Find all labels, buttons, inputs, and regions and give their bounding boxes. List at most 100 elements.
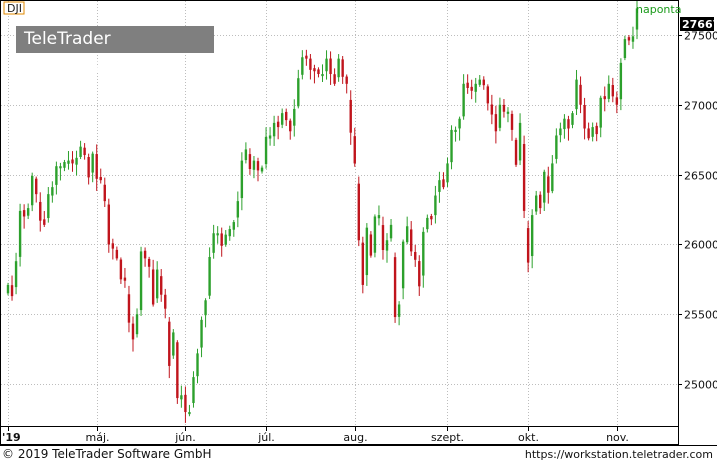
- candle-body: [95, 154, 98, 179]
- candle: [478, 75, 481, 87]
- candle-body: [547, 176, 550, 193]
- teletrader-watermark: TeleTrader WorkStation: [16, 26, 214, 76]
- candle: [99, 168, 102, 184]
- candle: [530, 209, 534, 269]
- candle-body: [381, 225, 385, 251]
- candle-body: [83, 147, 86, 156]
- last-price-label: 27667: [682, 18, 717, 31]
- candle-body: [103, 184, 106, 202]
- candle-body: [289, 120, 292, 132]
- candle: [264, 127, 268, 169]
- candle-body: [434, 195, 437, 216]
- candle-body: [478, 79, 481, 85]
- candle-body: [18, 210, 22, 257]
- candle-body: [410, 229, 413, 252]
- candle-body: [244, 149, 248, 161]
- candle: [184, 386, 187, 423]
- candle: [232, 219, 235, 237]
- candle: [591, 122, 594, 142]
- candle: [567, 115, 570, 141]
- candle-body: [107, 204, 111, 245]
- candle-body: [567, 119, 570, 129]
- candle: [623, 35, 627, 61]
- candle-body: [228, 229, 231, 237]
- candle-body: [204, 300, 207, 316]
- candle: [55, 161, 58, 195]
- candle-body: [321, 74, 324, 77]
- candle: [365, 223, 369, 286]
- candle-body: [212, 233, 215, 253]
- candle: [313, 64, 316, 84]
- candle: [329, 51, 332, 85]
- candle-body: [486, 86, 490, 104]
- symbol-label-box: [3, 1, 25, 15]
- candle-body: [337, 58, 340, 78]
- candle: [268, 127, 272, 146]
- candle-body: [607, 83, 610, 99]
- candle-body: [236, 201, 240, 218]
- candle-body: [341, 59, 344, 77]
- candle: [587, 122, 590, 141]
- candle: [176, 340, 179, 404]
- candle: [276, 115, 280, 140]
- candle: [228, 225, 231, 241]
- candle: [434, 185, 437, 224]
- candle: [297, 69, 300, 109]
- candle: [111, 238, 115, 260]
- candle: [22, 204, 26, 229]
- candle-body: [147, 258, 151, 267]
- candle-body: [135, 314, 139, 335]
- candle: [430, 213, 433, 226]
- candle-body: [26, 208, 30, 216]
- candle: [442, 172, 445, 190]
- candle: [502, 99, 506, 118]
- candle-body: [184, 394, 187, 413]
- candle: [172, 329, 175, 359]
- candle-body: [176, 342, 179, 399]
- candle: [216, 226, 219, 244]
- candle: [289, 118, 292, 140]
- candle-body: [599, 97, 602, 128]
- candle-body: [47, 194, 50, 219]
- candle-body: [539, 194, 542, 209]
- candle: [325, 50, 328, 80]
- candle-body: [10, 285, 14, 297]
- candle: [607, 75, 610, 103]
- candle-body: [555, 135, 558, 159]
- candle-body: [79, 146, 82, 157]
- candle: [135, 308, 139, 338]
- candle-body: [446, 163, 449, 183]
- candle: [139, 246, 143, 316]
- candle-body: [39, 201, 42, 221]
- candle-body: [405, 226, 409, 243]
- candle-body: [615, 97, 619, 105]
- candle-body: [498, 104, 502, 128]
- candle: [127, 285, 131, 333]
- candle: [26, 203, 30, 220]
- y-tick-label: 25000: [684, 379, 717, 392]
- candle-body: [200, 319, 203, 348]
- candle: [75, 150, 78, 176]
- candle-body: [224, 234, 227, 245]
- candle: [39, 192, 42, 232]
- candle: [454, 126, 457, 142]
- candle-body: [474, 83, 477, 92]
- candle-body: [603, 96, 606, 100]
- candle-body: [490, 104, 494, 115]
- candle: [397, 301, 401, 326]
- candle: [293, 99, 296, 137]
- candle: [357, 176, 360, 247]
- website-link[interactable]: https://workstation.teletrader.com: [524, 448, 713, 461]
- grid-lines: [1, 1, 678, 426]
- candle-body: [301, 57, 304, 75]
- candle-body: [317, 69, 320, 75]
- candle: [200, 316, 203, 358]
- candle: [131, 316, 135, 352]
- candle-body: [240, 160, 244, 199]
- candle: [119, 257, 123, 284]
- candle-body: [401, 241, 405, 289]
- candle: [67, 150, 70, 170]
- candle: [71, 151, 74, 172]
- candle-body: [99, 176, 102, 181]
